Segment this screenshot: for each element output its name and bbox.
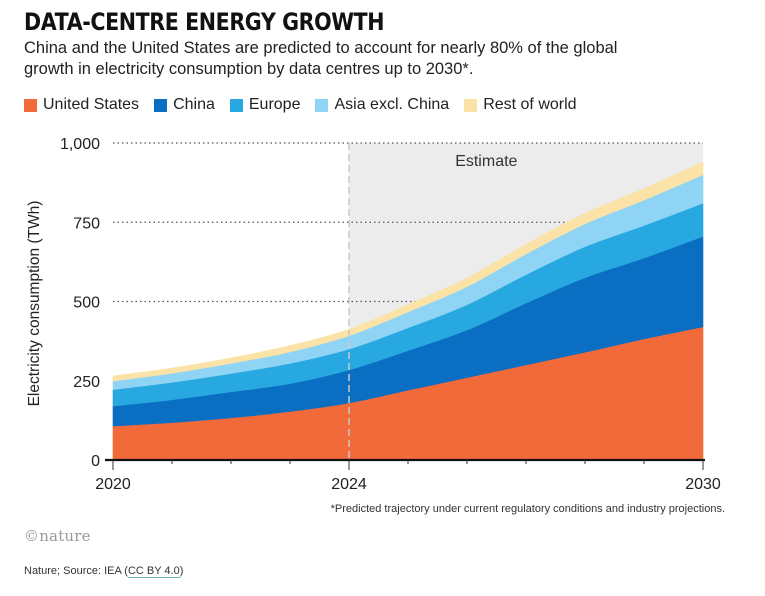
- legend-swatch: [229, 98, 243, 112]
- legend-label: United States: [43, 96, 140, 113]
- legend-item-europe: Europe: [229, 96, 301, 114]
- legend: United States China Europe Asia excl. Ch…: [24, 96, 592, 114]
- legend-swatch: [24, 98, 37, 112]
- y-tick-label: 500: [73, 295, 100, 312]
- legend-item-asia-excl-china: Asia excl. China: [315, 96, 449, 114]
- area-series: [112, 161, 704, 461]
- source-prefix: Nature; Source: IEA (: [24, 565, 128, 577]
- y-tick-label: 0: [91, 453, 100, 470]
- y-tick-label: 750: [73, 215, 100, 232]
- chart-title: DATA-CENTRE ENERGY GROWTH: [24, 8, 385, 36]
- legend-item-china: China: [154, 96, 215, 114]
- legend-swatch: [464, 98, 478, 112]
- legend-label: China: [173, 96, 215, 113]
- legend-item-united-states: United States: [24, 96, 139, 114]
- source-suffix: ): [179, 565, 184, 577]
- y-tick-label: 250: [73, 374, 100, 391]
- x-tick-label: 2024: [331, 476, 367, 493]
- x-tick-label: 2020: [95, 476, 131, 493]
- legend-label: Rest of world: [483, 96, 577, 113]
- legend-item-rest-of-world: Rest of world: [464, 96, 577, 114]
- y-tick-label: 1,000: [60, 136, 100, 153]
- area-rest-of-world: [112, 161, 704, 382]
- footnote: *Predicted trajectory under current regu…: [330, 503, 725, 515]
- chart-subtitle: China and the United States are predicte…: [24, 39, 618, 78]
- y-axis-label: Electricity consumption (TWh): [26, 201, 43, 407]
- source-line: Nature; Source: IEA (CC BY 4.0): [24, 565, 184, 578]
- nature-logo: ©nature: [24, 527, 91, 545]
- x-tick-label: 2030: [685, 476, 721, 493]
- x-axis: 2020 2024 2030: [95, 458, 721, 493]
- legend-swatch: [315, 98, 329, 112]
- legend-swatch: [154, 98, 168, 112]
- estimate-label: Estimate: [455, 153, 517, 170]
- legend-label: Asia excl. China: [334, 96, 450, 113]
- license-link[interactable]: CC BY 4.0: [127, 565, 180, 578]
- y-tick-labels: 0 250 500 750 1,000: [60, 136, 100, 470]
- legend-label: Europe: [248, 96, 301, 113]
